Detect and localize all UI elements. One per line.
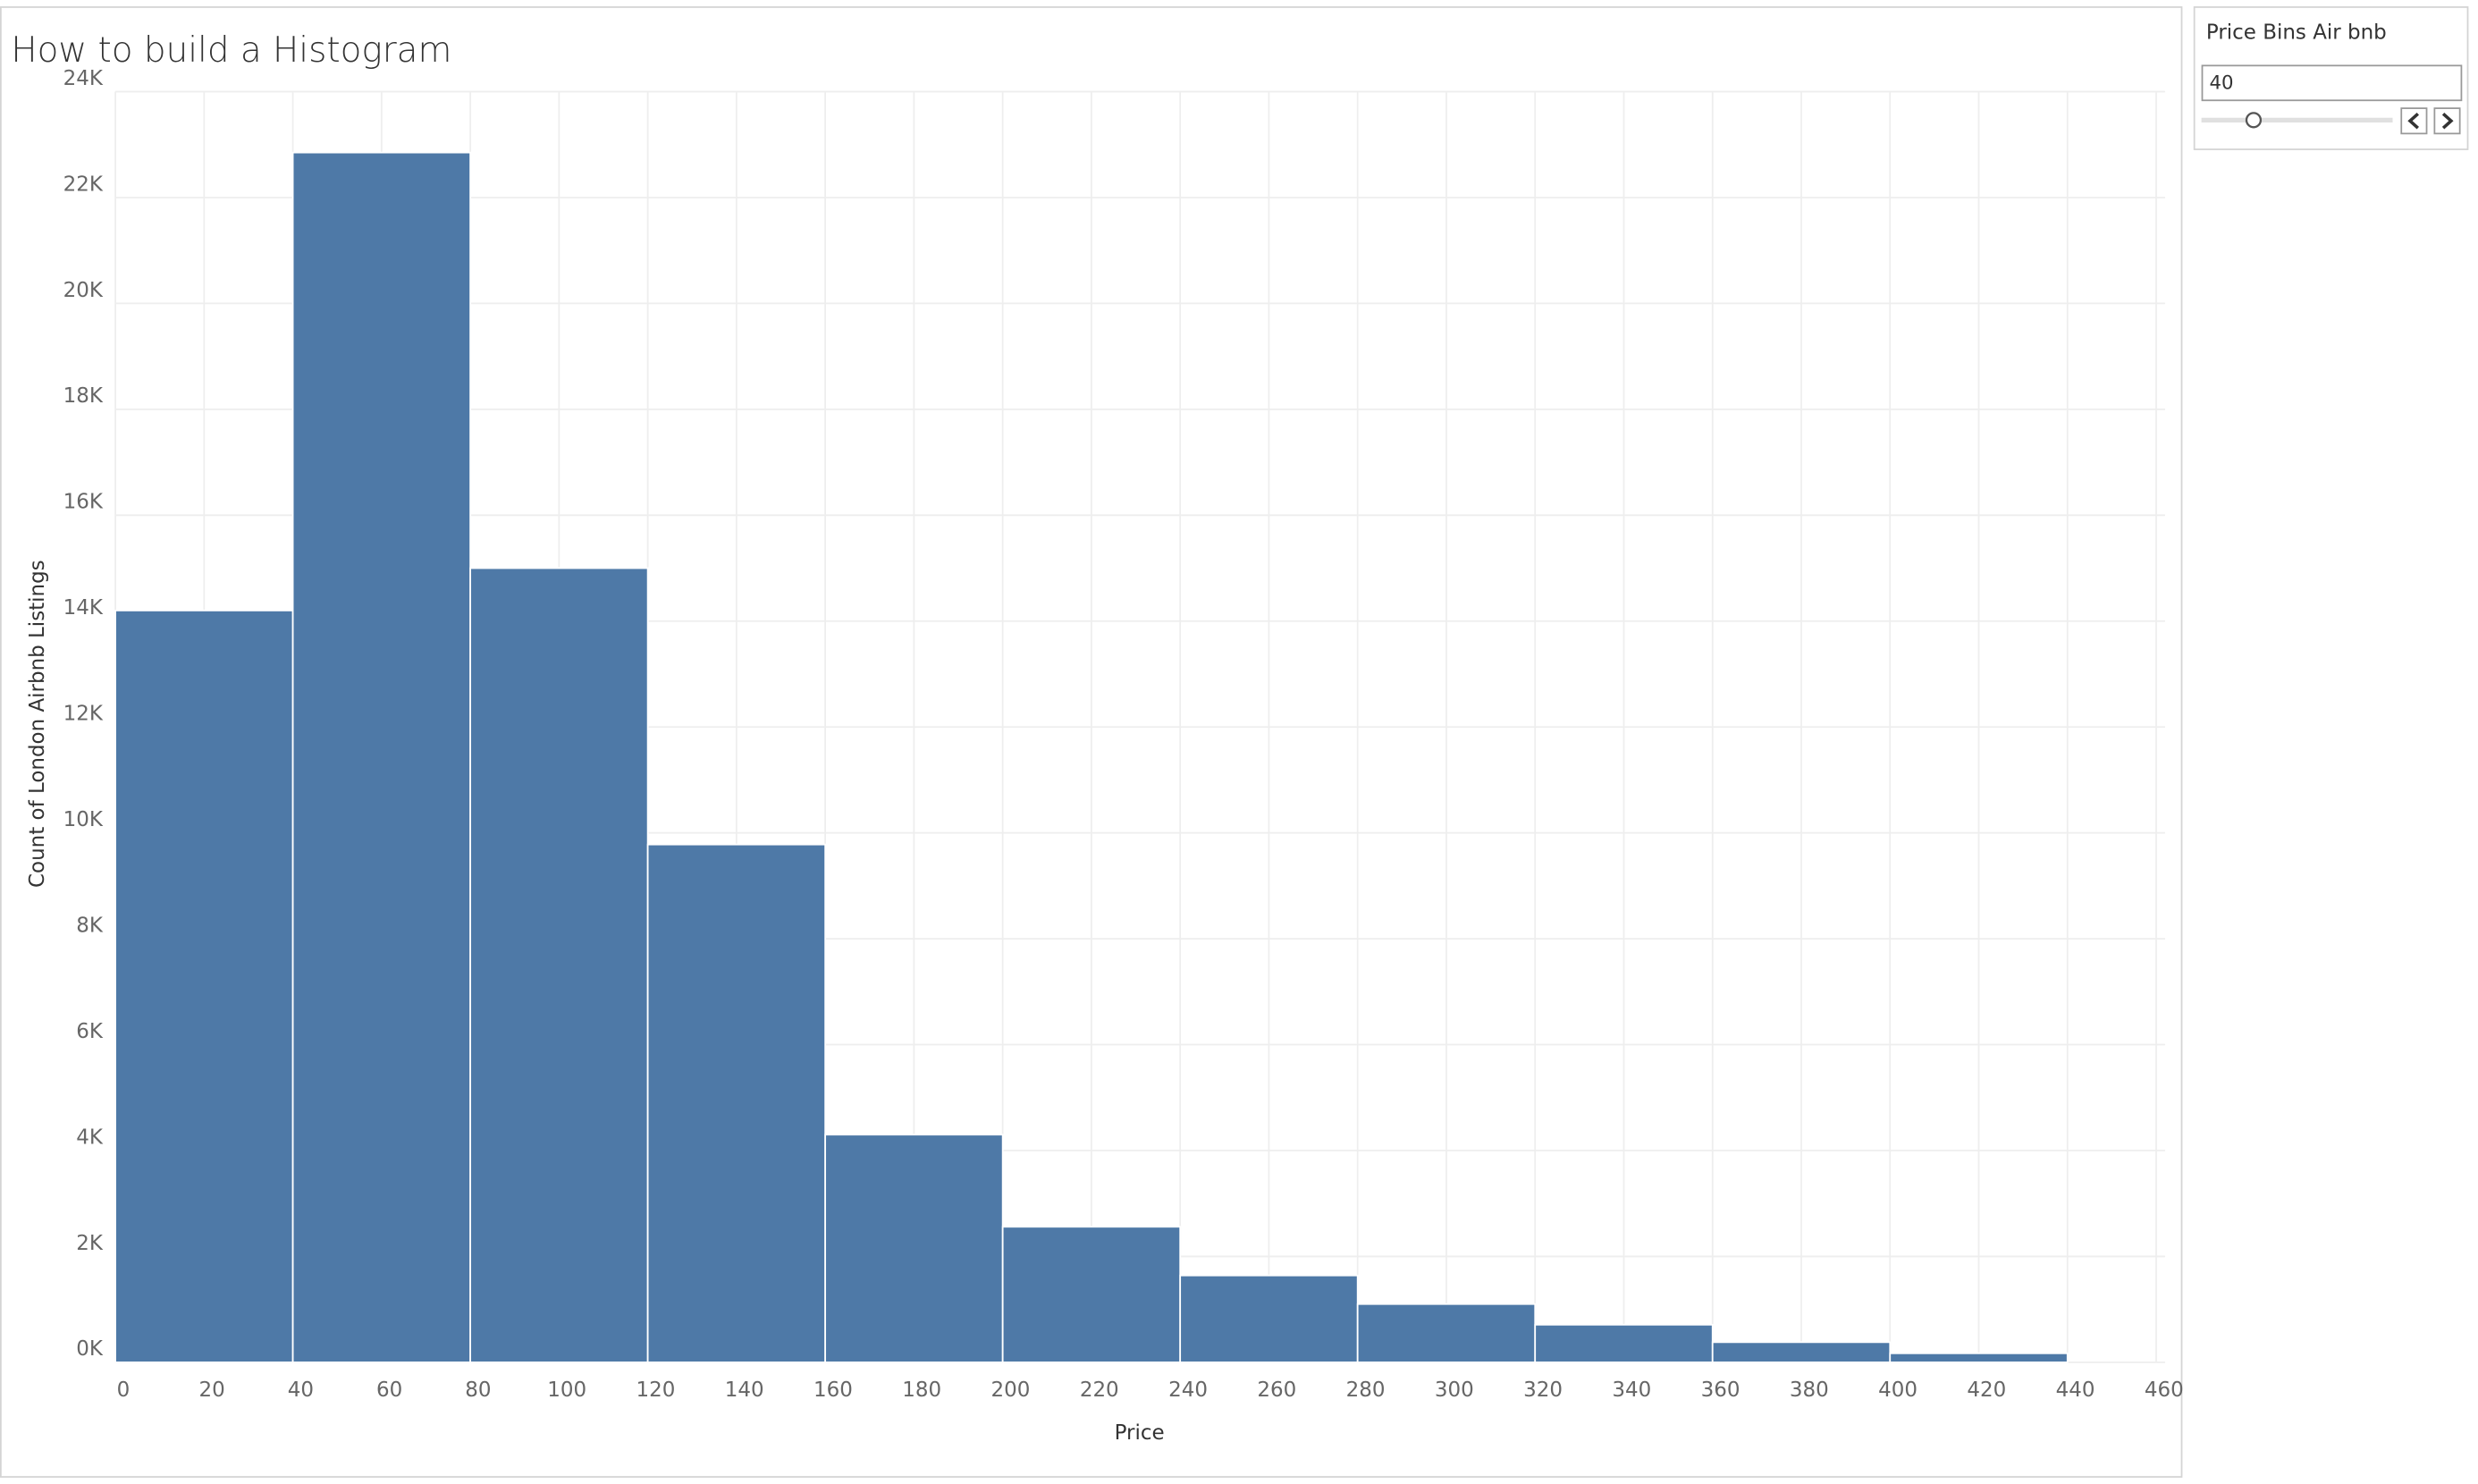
y-tick-label: 8K [76,914,104,937]
chart-title: How to build a Histogram [11,30,451,71]
x-tick-label: 200 [991,1379,1031,1402]
bar [1534,1323,1714,1363]
x-tick-label: 100 [547,1379,586,1402]
x-tick-label: 20 [199,1379,225,1402]
x-tick-label: 420 [1967,1379,2006,1402]
next-icon[interactable] [2441,112,2454,130]
y-tick-label: 10K [63,808,104,831]
x-axis-title: Price [1115,1421,1165,1445]
x-tick-label: 320 [1523,1379,1563,1402]
bar [469,567,649,1363]
x-tick-label: 160 [813,1379,853,1402]
y-tick-label: 14K [63,596,104,620]
bar [1711,1341,1892,1363]
y-tick-label: 12K [63,703,104,726]
bar [1356,1303,1537,1363]
bar [291,151,471,1363]
parameter-title: Price Bins Air bnb [2206,21,2387,45]
x-tick-label: 380 [1790,1379,1829,1402]
x-tick-label: 180 [902,1379,941,1402]
prev-button[interactable] [2400,107,2428,135]
plot [114,90,2165,1363]
x-tick-label: 60 [376,1379,402,1402]
bar [824,1134,1004,1363]
x-tick-label: 300 [1435,1379,1474,1402]
x-tick-label: 340 [1612,1379,1651,1402]
x-tick-label: 260 [1257,1379,1296,1402]
bar [1179,1274,1359,1363]
bar [114,610,294,1363]
next-button[interactable] [2433,107,2461,135]
x-tick-label: 140 [725,1379,764,1402]
parameter-value[interactable]: 40 [2209,72,2233,95]
x-tick-label: 400 [1878,1379,1918,1402]
y-tick-label: 4K [76,1126,104,1149]
y-tick-label: 6K [76,1020,104,1043]
bar [646,843,827,1363]
x-tick-label: 120 [636,1379,676,1402]
x-tick-label: 220 [1080,1379,1119,1402]
x-tick-label: 460 [2145,1379,2184,1402]
slider-knob[interactable] [2245,112,2263,129]
y-tick-label: 2K [76,1232,104,1255]
y-tick-label: 20K [63,279,104,302]
x-tick-label: 240 [1168,1379,1208,1402]
y-tick-label: 24K [63,67,104,90]
bar [1001,1226,1182,1363]
x-tick-label: 80 [465,1379,491,1402]
y-axis-title: Count of London Airbnb Listings [26,560,49,888]
x-tick-label: 440 [2056,1379,2095,1402]
parameter-input[interactable] [2201,64,2463,102]
x-tick-label: 40 [288,1379,314,1402]
x-tick-label: 360 [1701,1379,1740,1402]
next-button-box[interactable] [2433,107,2461,135]
prev-button-box[interactable] [2400,107,2428,135]
prev-icon[interactable] [2407,112,2419,130]
x-tick-label: 280 [1346,1379,1386,1402]
y-tick-label: 18K [63,384,104,408]
y-tick-label: 22K [63,173,104,196]
y-tick-label: 16K [63,491,104,514]
y-tick-label: 0K [76,1337,104,1361]
parameter-panel: Price Bins Air bnb 40 [2193,6,2469,150]
x-tick-label: 0 [117,1379,131,1402]
bar [1889,1352,2069,1363]
